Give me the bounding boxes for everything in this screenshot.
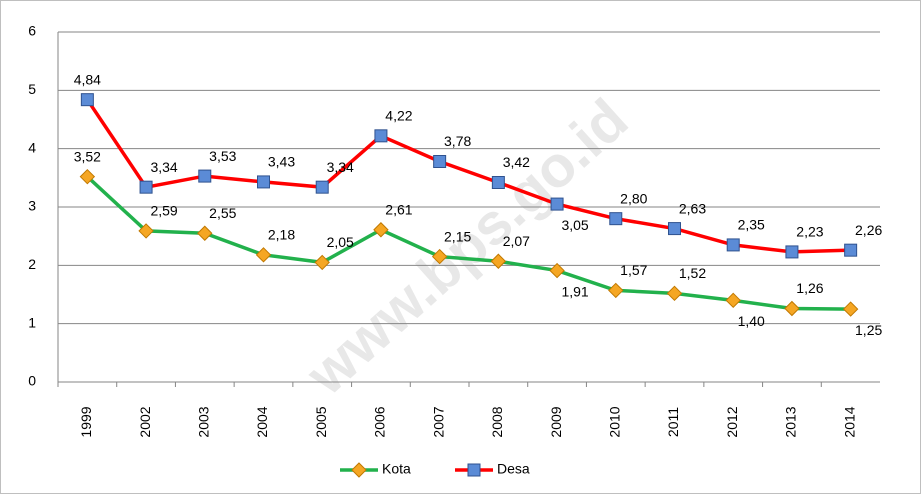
data-point [315, 180, 329, 194]
x-tick-label: 2005 [313, 406, 329, 437]
x-tick-label: 2009 [548, 406, 564, 437]
data-label: 2,23 [796, 224, 823, 240]
data-label: 3,52 [74, 148, 101, 164]
y-tick-label: 2 [28, 256, 36, 272]
data-label: 2,80 [620, 190, 647, 206]
data-label: 1,57 [620, 262, 647, 278]
data-point [550, 197, 564, 211]
data-point [433, 155, 447, 168]
series-line [86, 175, 851, 311]
x-tick-label: 2013 [783, 406, 799, 437]
data-point [549, 262, 565, 279]
data-point [257, 175, 270, 189]
x-tick-label: 1999 [78, 406, 94, 437]
data-point [608, 282, 624, 299]
data-point [491, 176, 505, 189]
data-label: 4,84 [74, 71, 101, 87]
x-tick-label: 2008 [489, 406, 505, 437]
x-tick-label: 2014 [841, 406, 857, 437]
x-tick-label: 2004 [254, 406, 270, 437]
x-tick-label: 2006 [372, 406, 388, 437]
data-point [609, 212, 623, 226]
y-tick-label: 1 [28, 314, 36, 330]
x-tick-label: 2011 [665, 407, 681, 437]
x-tick-label: 2003 [195, 406, 211, 437]
data-label: 2,59 [150, 203, 177, 219]
data-point [139, 180, 153, 194]
data-point [668, 222, 681, 236]
data-label: 2,61 [385, 201, 412, 217]
data-point [726, 238, 740, 252]
x-tick-label: 2010 [606, 406, 622, 437]
data-label: 2,07 [503, 233, 530, 249]
data-point [198, 169, 212, 183]
data-point [666, 285, 683, 302]
series-line [85, 98, 851, 254]
data-label: 1,91 [561, 283, 588, 299]
data-point [725, 292, 741, 309]
data-point [431, 248, 448, 265]
y-tick-label: 0 [28, 373, 36, 389]
data-point [842, 301, 859, 317]
data-label: 1,52 [679, 265, 706, 281]
data-point [374, 129, 388, 143]
data-label: 3,53 [209, 148, 236, 164]
data-point [80, 93, 94, 107]
data-point [784, 300, 800, 317]
data-point [255, 247, 272, 263]
data-label: 2,35 [738, 217, 765, 233]
data-point [197, 225, 213, 241]
data-label: 2,05 [327, 234, 354, 250]
data-label: 3,78 [444, 133, 471, 149]
x-tick-label: 2007 [430, 406, 446, 437]
x-tick-label: 2012 [724, 406, 740, 437]
data-point [138, 223, 154, 239]
legend-marker [351, 462, 367, 478]
data-point [314, 254, 330, 271]
data-label: 2,18 [268, 227, 295, 243]
data-label: 1,25 [855, 322, 882, 338]
data-label: 2,26 [855, 222, 882, 238]
data-label: 3,34 [327, 159, 354, 175]
data-label: 3,42 [503, 154, 530, 170]
y-tick-label: 4 [28, 139, 36, 155]
data-label: 2,63 [679, 200, 706, 216]
y-tick-label: 6 [28, 23, 36, 39]
legend-label: Kota [382, 461, 411, 477]
data-point [490, 253, 507, 269]
y-tick-label: 5 [28, 81, 36, 97]
data-label: 1,26 [796, 280, 823, 296]
legend-marker [467, 463, 481, 477]
data-point [373, 222, 389, 238]
y-tick-label: 3 [28, 198, 36, 214]
data-label: 4,22 [385, 108, 412, 124]
data-label: 2,15 [444, 228, 471, 244]
data-point [844, 243, 858, 257]
data-label: 3,05 [561, 217, 588, 233]
data-label: 2,55 [209, 205, 236, 221]
data-point [79, 168, 96, 185]
data-point [785, 245, 799, 259]
data-label: 3,34 [150, 159, 177, 175]
legend-label: Desa [497, 461, 530, 477]
data-label: 1,40 [738, 313, 765, 329]
x-tick-label: 2002 [137, 406, 153, 437]
data-label: 3,43 [268, 154, 295, 170]
